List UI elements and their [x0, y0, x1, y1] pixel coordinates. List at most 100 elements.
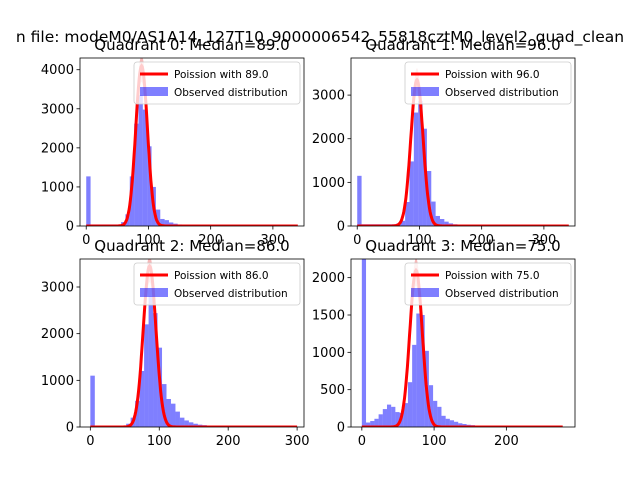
histogram-bar — [168, 222, 174, 226]
y-tick-label: 0 — [337, 421, 345, 436]
histogram-bar — [420, 315, 425, 427]
legend-observed-swatch — [411, 288, 439, 297]
histogram-bar — [188, 422, 194, 427]
legend-observed-label: Observed distribution — [445, 87, 559, 99]
x-tick-label: 300 — [285, 434, 310, 449]
histogram-bar — [357, 175, 362, 226]
legend-observed-swatch — [411, 87, 439, 96]
histogram-bar — [179, 417, 185, 427]
histogram-bar — [437, 406, 442, 427]
x-tick-label: 200 — [198, 233, 223, 248]
histogram-bar — [142, 109, 148, 226]
panel-title: Quadrant 0: Median=89.0 — [94, 36, 289, 54]
histogram-bar — [431, 201, 436, 226]
poisson-curve — [361, 267, 563, 427]
histogram-bar — [160, 218, 165, 226]
histogram-bar — [184, 420, 189, 427]
x-tick-label: 100 — [136, 233, 161, 248]
histogram-bar — [370, 421, 375, 427]
y-tick-label: 2000 — [312, 271, 345, 286]
histogram-bar — [449, 420, 455, 427]
histogram-bar — [403, 403, 408, 427]
histogram-bar — [374, 418, 379, 427]
histogram-bar — [162, 384, 167, 427]
figure-suptitle: n file: modeM0/AS1A14_127T10_9000006542_… — [16, 28, 624, 47]
legend-poisson-label: Poission with 89.0 — [174, 69, 269, 81]
panel-title: Quadrant 1: Median=96.0 — [365, 36, 560, 54]
histogram-bar — [444, 221, 449, 226]
legend-observed-swatch — [140, 288, 168, 297]
legend-observed-label: Observed distribution — [445, 288, 559, 300]
histogram-bar — [153, 313, 158, 427]
axes-frame — [79, 57, 305, 227]
x-tick-label: 200 — [469, 233, 494, 248]
poisson-curve — [86, 63, 298, 226]
legend-observed-label: Observed distribution — [174, 87, 288, 99]
histogram-bar — [382, 409, 387, 427]
histogram-bar — [454, 421, 459, 427]
histogram-bar — [135, 400, 140, 427]
histogram-bar — [413, 112, 419, 226]
y-tick-label: 4000 — [41, 63, 74, 78]
histogram-bar — [170, 403, 176, 427]
panel-title: Quadrant 3: Median=75.0 — [365, 237, 560, 255]
y-tick-label: 3000 — [41, 281, 74, 296]
histogram-bar — [86, 176, 91, 226]
y-tick-label: 1000 — [312, 176, 345, 191]
x-tick-label: 0 — [358, 434, 366, 449]
histogram-bar — [400, 220, 406, 226]
y-tick-label: 3000 — [41, 102, 74, 117]
x-tick-label: 100 — [147, 434, 172, 449]
histogram-bar — [418, 100, 423, 226]
histogram-bar — [361, 259, 367, 427]
y-tick-label: 0 — [66, 220, 74, 235]
legend-box — [133, 262, 301, 306]
y-tick-label: 2000 — [312, 132, 345, 147]
histogram-bar — [139, 371, 145, 427]
legend-observed-label: Observed distribution — [174, 288, 288, 300]
histogram-bar — [90, 375, 95, 427]
histogram-bar — [134, 123, 139, 226]
histogram-bar — [386, 404, 392, 427]
y-tick-label: 2000 — [41, 327, 74, 342]
x-tick-label: 100 — [407, 233, 432, 248]
histogram-bar — [366, 422, 371, 427]
legend-box — [404, 262, 572, 306]
y-tick-label: 1000 — [312, 346, 345, 361]
histogram-bar — [441, 415, 446, 427]
axes-frame — [350, 57, 576, 227]
histogram-bar — [138, 95, 143, 226]
histogram-bar — [164, 220, 169, 226]
histogram-bar — [409, 161, 414, 226]
histogram-bar — [405, 202, 410, 226]
histogram-bar — [458, 423, 463, 427]
x-tick-label: 0 — [353, 233, 361, 248]
histogram-bar — [416, 313, 421, 427]
x-tick-label: 300 — [260, 233, 285, 248]
y-tick-label: 0 — [337, 220, 345, 235]
legend-poisson-label: Poission with 96.0 — [445, 69, 540, 81]
y-tick-label: 2000 — [41, 141, 74, 156]
histogram-bar — [435, 215, 440, 226]
histogram-bar — [147, 146, 152, 226]
y-tick-label: 1000 — [41, 374, 74, 389]
x-tick-label: 300 — [531, 233, 556, 248]
histogram-bar — [155, 209, 161, 226]
x-tick-label: 200 — [494, 434, 519, 449]
histogram-bar — [144, 324, 149, 427]
histogram-bar — [412, 344, 417, 427]
histogram-bar — [148, 296, 154, 427]
x-tick-label: 200 — [216, 434, 241, 449]
legend-observed-swatch — [140, 87, 168, 96]
y-tick-label: 1500 — [312, 309, 345, 324]
histogram-bar — [433, 400, 438, 427]
axes-frame — [79, 258, 305, 428]
y-tick-label: 3000 — [312, 89, 345, 104]
histogram-bar — [445, 418, 450, 427]
histogram-bar — [166, 399, 171, 427]
x-tick-label: 0 — [82, 233, 90, 248]
chart-panel-quadrant-2: 0 1000 2000 3000 0 100 200 300 Quadrant 2: Media… — [41, 237, 310, 449]
chart-panel-quadrant-3: 0 500 1000 1500 2000 0 100 200 Quadrant 3: Media… — [312, 237, 576, 449]
panel-title: Quadrant 2: Median=86.0 — [94, 237, 289, 255]
